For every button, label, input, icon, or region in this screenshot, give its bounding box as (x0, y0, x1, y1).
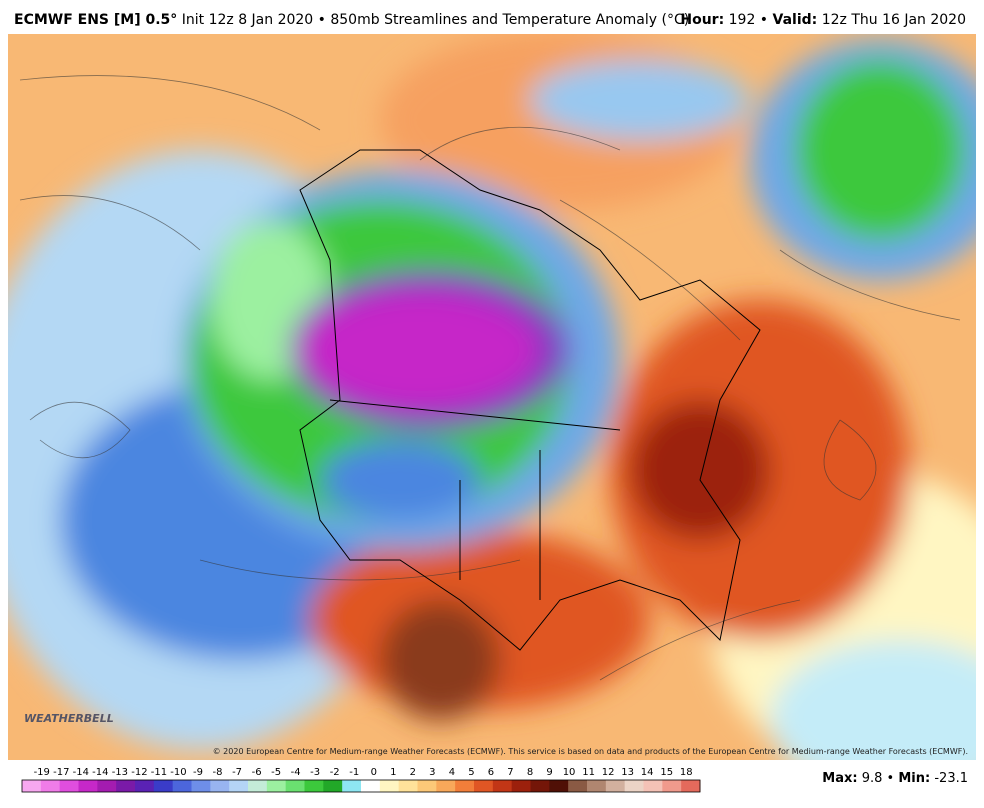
colorbar-label: -9 (193, 767, 203, 778)
colorbar-swatch (643, 780, 663, 792)
colorbar-swatch (511, 780, 531, 792)
copyright: © 2020 European Centre for Medium-range … (213, 747, 968, 756)
colorbar-label: -2 (330, 767, 340, 778)
colorbar-frame (21, 779, 701, 793)
colorbar-swatch (605, 780, 626, 792)
colorbar-swatch (379, 780, 400, 792)
max-label: Max: (822, 771, 858, 786)
colorbar-swatch (323, 780, 343, 792)
colorbar-label: 18 (680, 767, 693, 778)
colorbar-swatch (587, 780, 607, 792)
colorbar-label: -19 (34, 767, 50, 778)
colorbar-swatch (191, 780, 211, 792)
hour: 192 • (728, 12, 769, 28)
colorbar-label: 14 (641, 767, 654, 778)
colorbar-label: 0 (371, 767, 377, 778)
colorbar-label: 12 (602, 767, 615, 778)
model: ECMWF ENS [M] 0.5° (14, 12, 178, 28)
colorbar-swatch (266, 780, 287, 792)
header: ECMWF ENS [M] 0.5° Init 12z 8 Jan 2020 •… (0, 0, 984, 34)
streamlines (19, 75, 961, 681)
colorbar-label: -17 (53, 767, 69, 778)
max: 9.8 (861, 771, 883, 786)
min: -23.1 (934, 771, 968, 786)
colorbar-label: 4 (449, 767, 455, 778)
colorbar-swatch (342, 780, 362, 792)
colorbar-swatch (474, 780, 494, 792)
colorbar-label: -6 (252, 767, 262, 778)
colorbar-label: -13 (112, 767, 128, 778)
colorbar-swatch (97, 780, 117, 792)
colorbar-label: -1 (349, 767, 359, 778)
colorbar-swatch (417, 780, 437, 792)
colorbar-label: 15 (660, 767, 673, 778)
separator: • (886, 771, 895, 786)
stats: Max: 9.8 • Min: -23.1 (822, 771, 968, 786)
colorbar-swatch (40, 780, 61, 792)
colorbar-swatch (624, 780, 644, 792)
colorbar-swatch (455, 780, 475, 792)
valid-label: Valid: (772, 12, 818, 28)
colorbar-label: 2 (410, 767, 416, 778)
colorbar-label: 8 (527, 767, 533, 778)
description: Init 12z 8 Jan 2020 • 850mb Streamlines … (181, 12, 690, 28)
colorbar-swatch (172, 780, 192, 792)
colorbar-swatch (153, 780, 174, 792)
colorbar-label: 6 (488, 767, 494, 778)
colorbar-label: 9 (546, 767, 552, 778)
colorbar-swatch (59, 780, 79, 792)
colorbar-swatch (304, 780, 324, 792)
colorbar-swatch (436, 780, 456, 792)
colorbar: -19 -17 -14 -14 -13 -12 -11 -10 -9 -8 -7 -6 -5 -4 -3 -2… (21, 767, 701, 793)
title: ECMWF ENS [M] 0.5° Init 12z 8 Jan 2020 •… (14, 12, 689, 28)
min-label: Min: (898, 771, 931, 786)
colorbar-label: -11 (151, 767, 167, 778)
borders (299, 149, 761, 651)
colorbar-swatch (681, 780, 701, 792)
hour-label: Hour: (680, 12, 725, 28)
colorbar-swatch (116, 780, 136, 792)
logo: WEATHERBELL (24, 712, 114, 725)
colorbar-label: -14 (92, 767, 108, 778)
colorbar-swatch (248, 780, 268, 792)
colorbar-swatch (568, 780, 588, 792)
valid: 12z Thu 16 Jan 2020 (821, 12, 966, 28)
colorbar-label: -10 (170, 767, 186, 778)
colorbar-label: 1 (390, 767, 396, 778)
colorbar-swatch (398, 780, 418, 792)
colorbar-swatch (530, 780, 550, 792)
colorbar-label: 13 (621, 767, 634, 778)
colorbar-label: 10 (563, 767, 576, 778)
colorbar-label: 11 (582, 767, 595, 778)
colorbar-label: 5 (468, 767, 474, 778)
colorbar-swatch (78, 780, 98, 792)
colorbar-label: -8 (213, 767, 223, 778)
colorbar-swatch (285, 780, 305, 792)
colorbar-swatch (135, 780, 155, 792)
colorbar-swatch (229, 780, 249, 792)
colorbar-label: -7 (232, 767, 242, 778)
colorbar-label: 7 (507, 767, 513, 778)
colorbar-label: -5 (271, 767, 281, 778)
colorbar-swatch (210, 780, 230, 792)
colorbar-label: -4 (291, 767, 301, 778)
colorbar-swatch (361, 780, 381, 792)
colorbar-label: -12 (131, 767, 147, 778)
colorbar-label: -14 (73, 767, 89, 778)
colorbar-label: -3 (310, 767, 320, 778)
valid-time: Hour: 192 • Valid: 12z Thu 16 Jan 2020 (680, 12, 966, 28)
colorbar-swatch (492, 780, 513, 792)
anomaly-field: WEATHERBELL © 2020 European Centre for M… (8, 34, 976, 760)
colorbar-swatch (662, 780, 682, 792)
colorbar-swatch (22, 780, 42, 792)
colorbar-swatch (549, 780, 569, 792)
colorbar-label: 3 (429, 767, 435, 778)
